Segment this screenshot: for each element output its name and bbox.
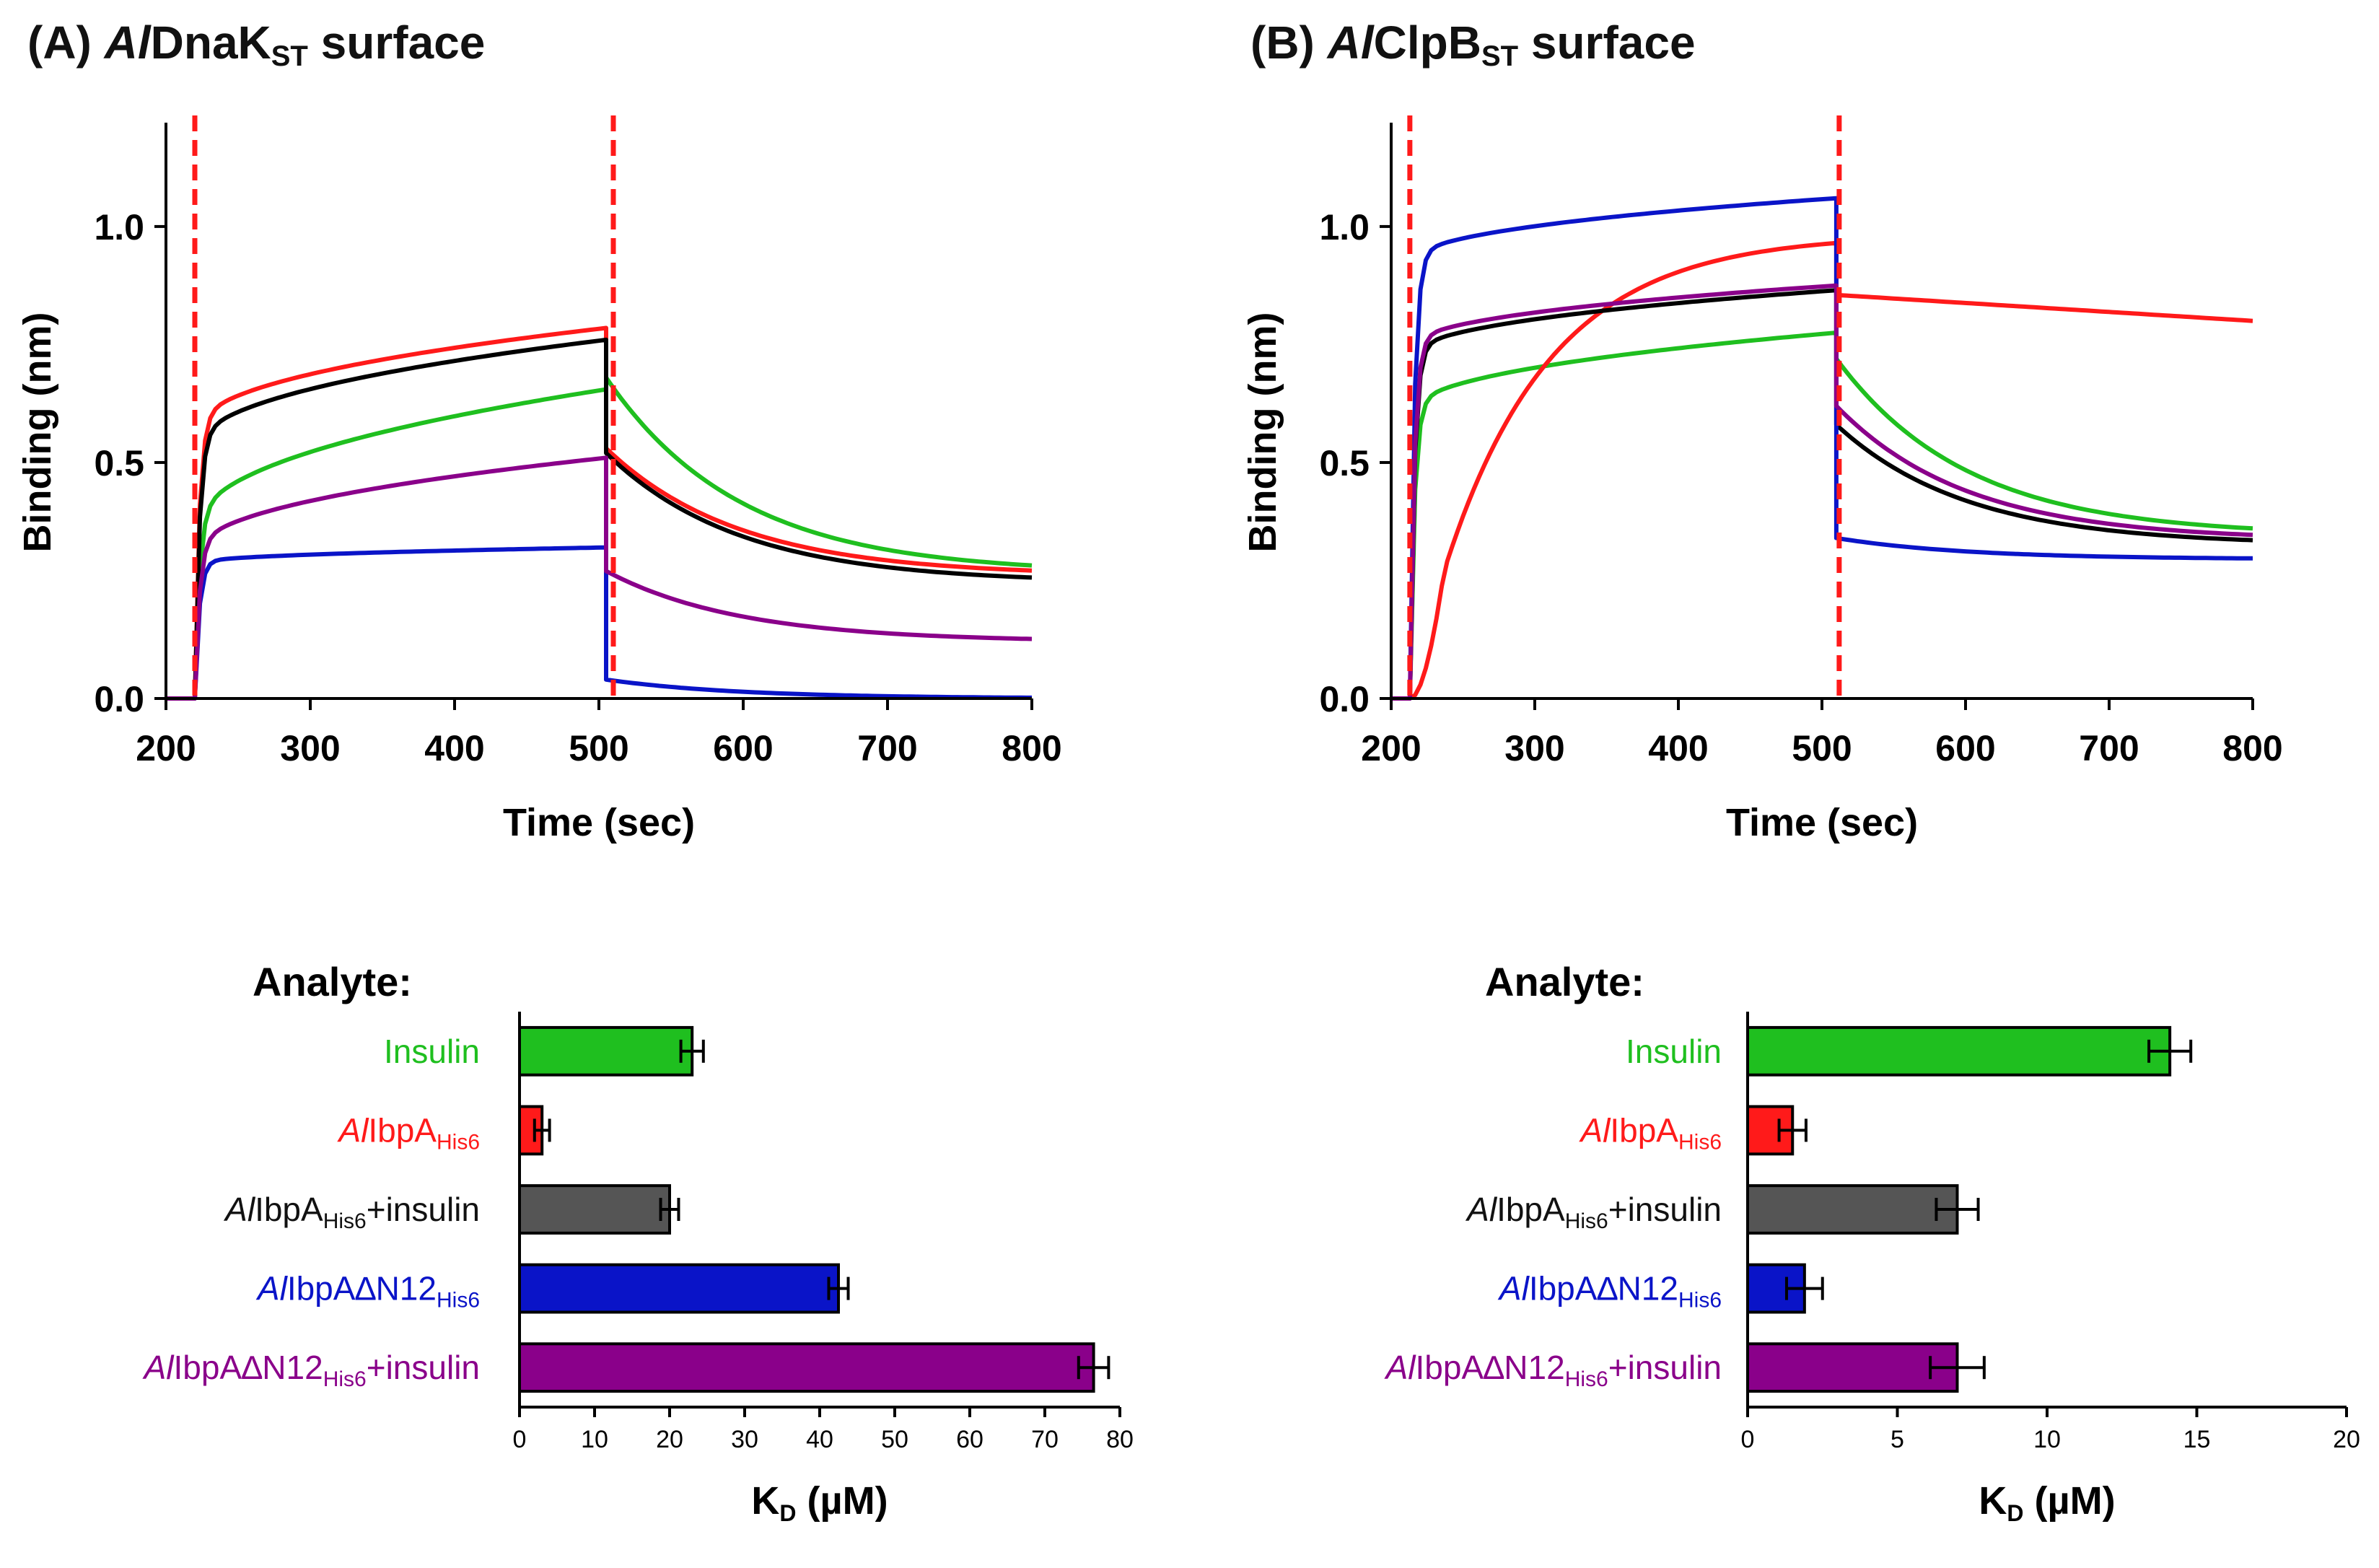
panel-a-letter: (A) — [27, 17, 92, 69]
b-bar-x-tick-label: 5 — [1891, 1426, 1904, 1453]
b-series-line-2 — [1391, 240, 2253, 701]
panel-b-italic: Al — [1327, 17, 1374, 69]
b-x-tick-label: 700 — [2079, 728, 2139, 768]
a-x-tick-label: 400 — [424, 728, 484, 768]
a-bar-x-tick-label: 60 — [956, 1426, 983, 1453]
b-x-tick-label: 300 — [1504, 728, 1564, 768]
b-series-line-1 — [1391, 330, 2253, 701]
b-bar-3 — [1746, 1184, 1959, 1235]
a-y-tick-label: 1.0 — [94, 207, 144, 248]
b-y-tick-label: 0.0 — [1319, 679, 1370, 719]
b-x-tick-label: 200 — [1361, 728, 1421, 768]
a-category-label-5: AlIbpA∆N12His6+insulin — [142, 1349, 480, 1391]
a-x-tick-label: 800 — [1002, 728, 1061, 768]
b-category-label-5: AlIbpA∆N12His6+insulin — [1384, 1349, 1722, 1391]
b-x-tick-label: 600 — [1935, 728, 1995, 768]
a-bar-x-tick-label: 70 — [1031, 1426, 1059, 1453]
a-x-tick-label: 200 — [136, 728, 196, 768]
b-category-label-2: AlIbpAHis6 — [1578, 1111, 1722, 1154]
b-bar-x-tick-label: 10 — [2033, 1426, 2061, 1453]
a-bar-x-tick-label: 30 — [731, 1426, 758, 1453]
b-bar-1 — [1746, 1025, 2172, 1077]
a-x-axis-title: Time (sec) — [503, 801, 695, 844]
b-x-tick-label: 800 — [2222, 728, 2282, 768]
panel-b-sub: ST — [1481, 40, 1519, 72]
b-series-line-3 — [1391, 288, 2253, 701]
a-bar-x-tick-label: 80 — [1106, 1426, 1134, 1453]
panel-a-main: DnaK — [150, 17, 271, 69]
a-x-tick-label: 700 — [857, 728, 917, 768]
a-y-axis-title: Binding (nm) — [16, 312, 59, 553]
b-bar-x-tick-label: 0 — [1741, 1426, 1755, 1453]
panel-b-letter: (B) — [1250, 17, 1315, 69]
a-x-tick-label: 300 — [280, 728, 340, 768]
b-category-label-1: Insulin — [1626, 1033, 1722, 1070]
a-bar-1 — [518, 1025, 694, 1077]
b-x-tick-label: 500 — [1792, 728, 1852, 768]
panel-b-main: ClpB — [1373, 17, 1481, 69]
panel-b-suffix: surface — [1518, 17, 1696, 69]
b-bar-x-tick-label: 20 — [2333, 1426, 2360, 1453]
a-series-line-5 — [166, 455, 1033, 701]
a-x-tick-label: 600 — [713, 728, 773, 768]
a-bar-x-tick-label: 10 — [581, 1426, 608, 1453]
panel-a-sub: ST — [271, 40, 308, 72]
a-bar-x-axis-title: KD (µM) — [751, 1479, 888, 1526]
a-bar-x-tick-label: 40 — [806, 1426, 833, 1453]
a-bar-4 — [518, 1263, 840, 1314]
a-bar-x-tick-label: 50 — [881, 1426, 908, 1453]
a-bar-3 — [518, 1184, 671, 1235]
b-bar-x-tick-label: 15 — [2183, 1426, 2211, 1453]
b-analyte-title: Analyte: — [1485, 959, 1644, 1004]
b-category-label-4: AlIbpA∆N12His6 — [1497, 1270, 1722, 1313]
b-series-line-4 — [1391, 196, 2253, 701]
b-x-tick-label: 400 — [1648, 728, 1708, 768]
a-category-label-1: Insulin — [384, 1033, 480, 1070]
b-y-tick-label: 1.0 — [1319, 207, 1370, 248]
a-bar-x-tick-label: 0 — [513, 1426, 527, 1453]
a-analyte-title: Analyte: — [253, 959, 412, 1004]
a-category-label-2: AlIbpAHis6 — [336, 1111, 480, 1154]
a-y-tick-label: 0.5 — [94, 443, 144, 483]
b-series-line-5 — [1391, 283, 2253, 701]
a-bar-x-tick-label: 20 — [656, 1426, 683, 1453]
a-series-line-1 — [166, 375, 1033, 701]
a-y-tick-label: 0.0 — [94, 679, 144, 719]
panel-a-title: (A) AlDnaKST surface — [27, 16, 485, 73]
b-bar-5 — [1746, 1342, 1959, 1393]
a-bar-5 — [518, 1342, 1095, 1393]
panel-a-suffix: surface — [307, 17, 486, 69]
a-series-line-3 — [166, 337, 1033, 701]
panel-b-title: (B) AlClpBST surface — [1250, 16, 1696, 73]
a-x-tick-label: 500 — [569, 728, 628, 768]
a-category-label-3: AlIbpAHis6+insulin — [223, 1191, 480, 1233]
b-category-label-3: AlIbpAHis6+insulin — [1465, 1191, 1722, 1233]
b-x-axis-title: Time (sec) — [1726, 801, 1918, 844]
b-y-tick-label: 0.5 — [1319, 443, 1370, 483]
a-series-line-2 — [166, 325, 1033, 701]
b-y-axis-title: Binding (nm) — [1241, 312, 1284, 553]
b-bar-x-axis-title: KD (µM) — [1979, 1479, 2115, 1526]
a-category-label-4: AlIbpA∆N12His6 — [255, 1270, 480, 1313]
panel-a-italic: Al — [104, 17, 151, 69]
